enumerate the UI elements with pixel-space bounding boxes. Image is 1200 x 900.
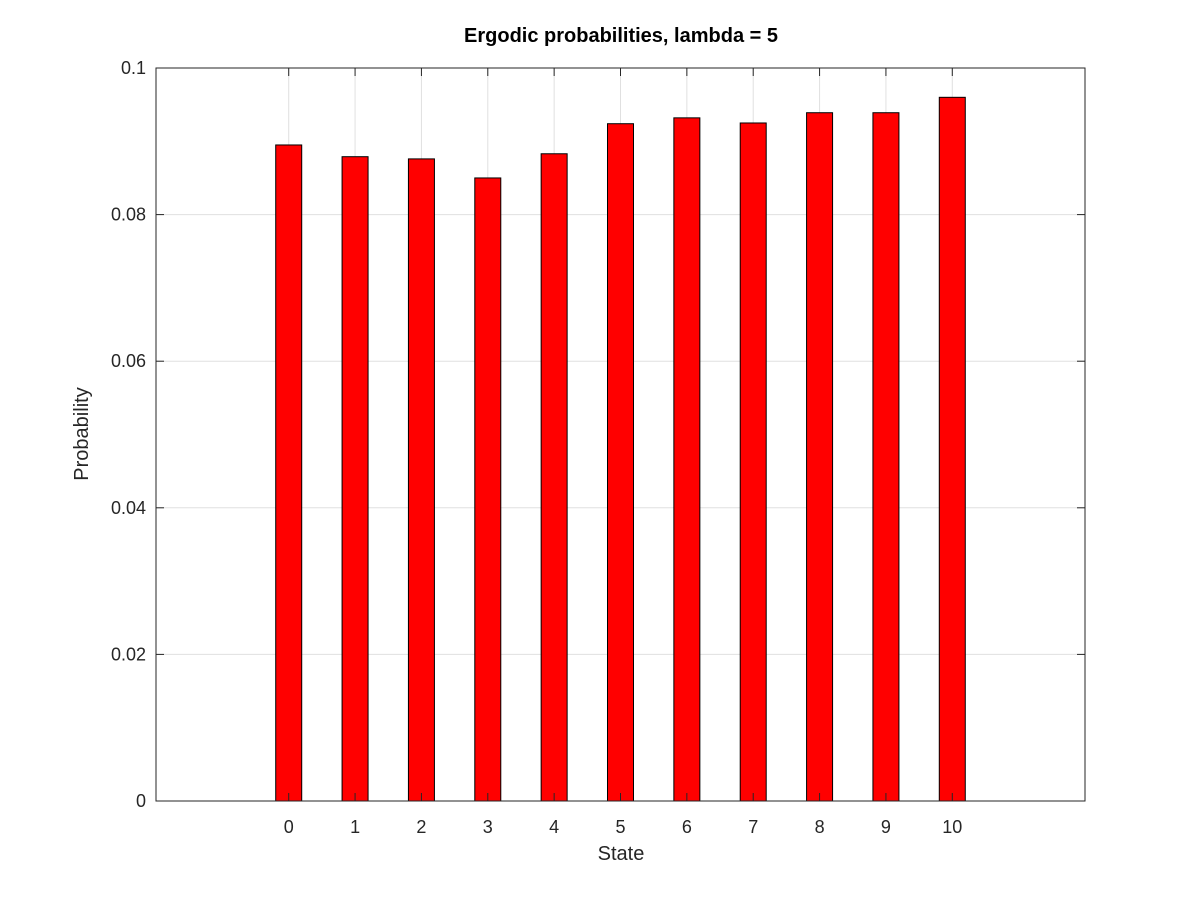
y-tick-label: 0.1 — [121, 58, 146, 78]
y-tick-label: 0 — [136, 791, 146, 811]
tick-label-layer: 0 0.02 0.04 0.06 0.08 0.1 0 1 2 3 4 5 6 7 8 9 10 — [111, 58, 962, 837]
x-tick-label: 6 — [682, 817, 692, 837]
bar-state-1 — [341, 156, 369, 802]
bar-state-2 — [407, 158, 435, 802]
x-tick-label: 7 — [748, 817, 758, 837]
x-tick-label: 3 — [483, 817, 493, 837]
bar-state-9 — [872, 112, 900, 802]
x-tick-label: 4 — [549, 817, 559, 837]
bar-state-10 — [938, 96, 966, 802]
bar-state-6 — [673, 117, 701, 802]
bar-state-7 — [739, 122, 767, 802]
x-tick-label: 8 — [815, 817, 825, 837]
bar-state-8 — [806, 112, 834, 802]
bar-state-3 — [474, 177, 502, 802]
y-axis-label: Probability — [71, 387, 93, 480]
x-tick-label: 5 — [615, 817, 625, 837]
y-tick-label: 0.06 — [111, 351, 146, 371]
x-tick-label: 1 — [350, 817, 360, 837]
y-tick-label: 0.02 — [111, 644, 146, 664]
chart-title: Ergodic probabilities, lambda = 5 — [464, 25, 778, 47]
bar-layer — [275, 96, 966, 802]
bar-state-5 — [607, 123, 634, 802]
x-tick-label: 2 — [416, 817, 426, 837]
x-axis-label: State — [598, 843, 645, 865]
bar-state-0 — [275, 144, 303, 802]
x-tick-label: 9 — [881, 817, 891, 837]
tick-layer — [156, 67, 1085, 802]
y-tick-label: 0.04 — [111, 498, 146, 518]
bar-state-4 — [540, 153, 568, 802]
x-tick-label: 0 — [284, 817, 294, 837]
y-tick-label: 0.08 — [111, 205, 146, 225]
x-tick-label: 10 — [942, 817, 962, 837]
